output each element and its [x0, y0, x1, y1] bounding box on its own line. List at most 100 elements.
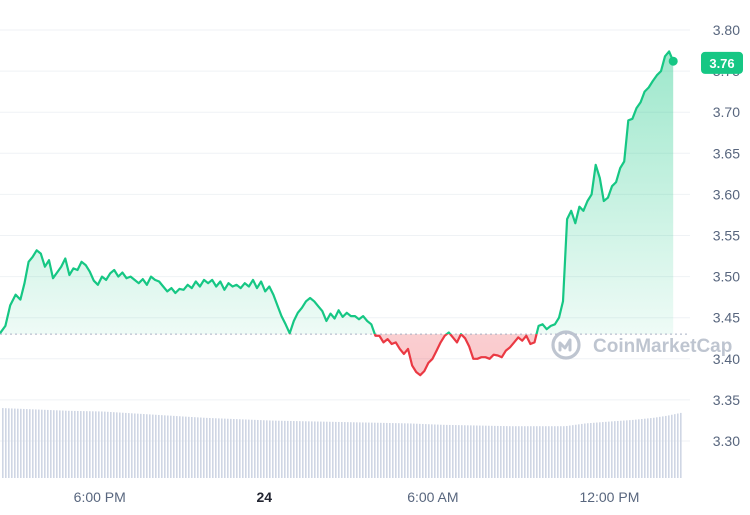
- volume-bar: [272, 420, 274, 478]
- volume-bar: [242, 419, 244, 478]
- volume-bar: [497, 425, 499, 478]
- volume-bar: [206, 417, 208, 478]
- x-axis: 6:00 PM 24 6:00 AM 12:00 PM: [74, 489, 640, 505]
- y-tick-label: 3.80: [713, 22, 740, 38]
- y-tick-label: 3.70: [713, 104, 740, 120]
- volume-bar: [401, 423, 403, 478]
- volume-bar: [605, 421, 607, 478]
- volume-bar: [518, 426, 520, 478]
- volume-bar: [407, 423, 409, 478]
- volume-bar: [584, 423, 586, 478]
- area-above-baseline: [0, 51, 674, 335]
- volume-bar: [662, 416, 664, 478]
- volume-bar: [275, 420, 277, 478]
- volume-bar: [566, 425, 568, 478]
- volume-bar: [431, 424, 433, 478]
- watermark: CoinMarketCap: [551, 330, 732, 360]
- volume-bar: [74, 410, 76, 478]
- price-line: [0, 50, 675, 377]
- volume-bar: [386, 422, 388, 478]
- volume-bar: [449, 424, 451, 478]
- volume-bar: [56, 410, 58, 478]
- volume-bar: [533, 426, 535, 478]
- volume-bar: [83, 411, 85, 478]
- volume-bar: [98, 411, 100, 478]
- volume-bar: [650, 418, 652, 478]
- volume-bar: [263, 420, 265, 478]
- volume-bar: [257, 419, 259, 478]
- volume-bar: [194, 417, 196, 478]
- volume-bar: [251, 419, 253, 478]
- volume-bar: [230, 418, 232, 478]
- volume-bar: [326, 421, 328, 478]
- volume-bar: [236, 419, 238, 478]
- volume-bar: [545, 426, 547, 478]
- volume-bar: [302, 421, 304, 478]
- x-tick-label: 24: [257, 489, 273, 505]
- volume-bar: [341, 422, 343, 478]
- volume-bar: [467, 425, 469, 478]
- volume-bar: [644, 418, 646, 478]
- volume-bar: [455, 425, 457, 478]
- volume-bar: [284, 420, 286, 478]
- volume-bar: [41, 409, 43, 478]
- volume-bar: [44, 409, 46, 478]
- volume-bar: [548, 426, 550, 478]
- volume-bar: [314, 421, 316, 478]
- volume-bar: [359, 422, 361, 478]
- volume-bar: [527, 426, 529, 478]
- volume-bar: [578, 424, 580, 478]
- volume-bar: [95, 411, 97, 478]
- volume-bar: [53, 410, 55, 478]
- volume-bar: [227, 418, 229, 478]
- volume-bar: [608, 421, 610, 478]
- volume-bar: [479, 425, 481, 478]
- volume-bar: [626, 420, 628, 478]
- volume-bar: [464, 425, 466, 478]
- volume-bar: [23, 408, 25, 478]
- volume-bar: [335, 421, 337, 478]
- volume-bar: [404, 423, 406, 478]
- volume-bar: [536, 426, 538, 478]
- volume-bar: [14, 408, 16, 478]
- volume-bar: [179, 416, 181, 478]
- volume-bar: [218, 418, 220, 478]
- volume-bar: [269, 420, 271, 478]
- volume-bar: [140, 413, 142, 478]
- volume-bar: [287, 420, 289, 478]
- volume-bar: [113, 412, 115, 478]
- volume-bar: [503, 426, 505, 478]
- y-tick-label: 3.55: [713, 228, 740, 244]
- volume-bar: [182, 416, 184, 478]
- volume-bar: [485, 425, 487, 478]
- volume-bar: [500, 425, 502, 478]
- volume-bar: [410, 423, 412, 478]
- volume-bar: [425, 424, 427, 478]
- volume-bar: [5, 408, 7, 478]
- volume-bar: [659, 416, 661, 478]
- volume-bar: [308, 421, 310, 478]
- volume-bar: [47, 409, 49, 478]
- volume-bar: [641, 419, 643, 478]
- volume-bar: [119, 412, 121, 478]
- volume-bar: [248, 419, 250, 478]
- volume-bar: [422, 423, 424, 478]
- y-tick-label: 3.40: [713, 351, 740, 367]
- volume-bar: [89, 411, 91, 478]
- current-price-label: 3.76: [709, 56, 734, 71]
- y-tick-label: 3.50: [713, 269, 740, 285]
- volume-bar: [212, 418, 214, 478]
- volume-bar: [116, 412, 118, 478]
- volume-bar: [104, 411, 106, 478]
- volume-bar: [38, 409, 40, 478]
- volume-bar: [632, 419, 634, 478]
- volume-bar: [575, 424, 577, 478]
- volume-bar: [476, 425, 478, 478]
- volume-bar: [563, 426, 565, 478]
- volume-bar: [554, 426, 556, 478]
- volume-bar: [572, 425, 574, 478]
- volume-bar: [221, 418, 223, 478]
- volume-bar: [413, 423, 415, 478]
- volume-bar: [653, 417, 655, 478]
